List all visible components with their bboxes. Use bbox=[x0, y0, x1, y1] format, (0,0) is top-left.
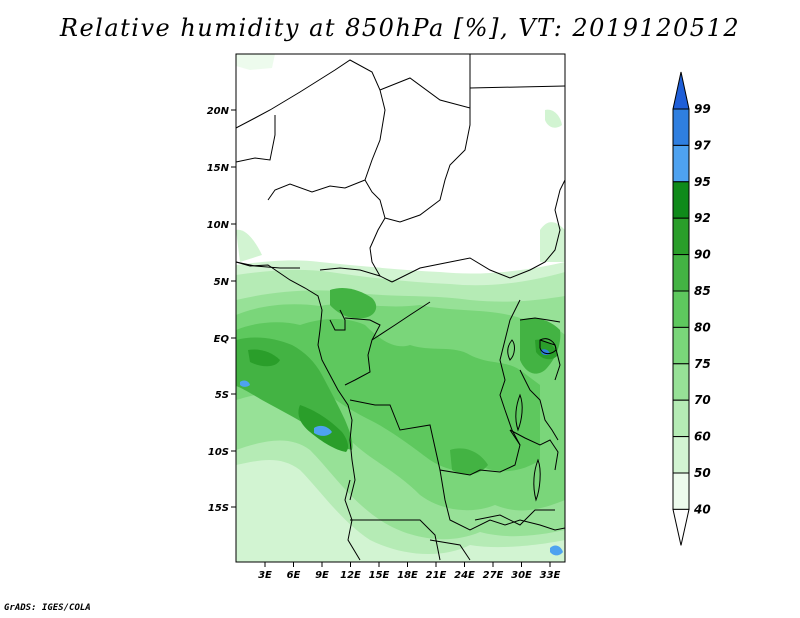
colorbar-segment bbox=[672, 363, 690, 401]
y-tick-label: 10S bbox=[208, 447, 229, 458]
x-tick-label: 33E bbox=[540, 570, 561, 581]
x-axis: 3E 6E 9E 12E 15E 18E 21E 24E 27E 30E 33E bbox=[258, 562, 561, 581]
colorbar-label: 60 bbox=[694, 430, 711, 444]
colorbar-label: 95 bbox=[694, 175, 711, 189]
x-tick-label: 27E bbox=[483, 570, 504, 581]
colorbar-segment bbox=[672, 290, 690, 328]
y-tick-label: 15S bbox=[208, 503, 229, 514]
colorbar-label: 97 bbox=[694, 138, 711, 152]
colorbar-label: 75 bbox=[694, 357, 711, 371]
y-axis: 20N 15N 10N 5N EQ 5S 10S 15S bbox=[207, 106, 236, 514]
x-tick-label: 15E bbox=[369, 570, 390, 581]
colorbar-label: 80 bbox=[694, 320, 711, 334]
colorbar-label: 70 bbox=[694, 393, 711, 407]
colorbar-segment bbox=[672, 326, 690, 365]
x-tick-label: 18E bbox=[397, 570, 418, 581]
map-border bbox=[235, 53, 566, 563]
country-borders bbox=[236, 54, 565, 561]
x-tick-label: 6E bbox=[287, 570, 301, 581]
credit-text: GrADS: IGES/COLA bbox=[4, 603, 91, 613]
colorbar-segment bbox=[672, 108, 690, 146]
colorbar-label: 92 bbox=[694, 211, 711, 225]
colorbar-bottom-arrow bbox=[672, 508, 690, 546]
x-tick-label: 9E bbox=[315, 570, 329, 581]
colorbar-segment bbox=[672, 399, 690, 438]
x-tick-label: 21E bbox=[426, 570, 447, 581]
x-tick-label: 3E bbox=[258, 570, 272, 581]
y-tick-label: EQ bbox=[214, 334, 230, 345]
colorbar-segment bbox=[672, 181, 690, 219]
x-tick-label: 24E bbox=[454, 570, 475, 581]
colorbar-top-arrow bbox=[672, 71, 690, 110]
colorbar-label: 99 bbox=[694, 102, 711, 116]
colorbar-segment bbox=[672, 472, 690, 510]
y-tick-label: 15N bbox=[207, 163, 230, 174]
x-tick-label: 30E bbox=[511, 570, 532, 581]
colorbar-segment bbox=[672, 144, 690, 183]
colorbar-segment bbox=[672, 254, 690, 292]
colorbar-segment bbox=[672, 436, 690, 474]
colorbar-label: 40 bbox=[693, 502, 711, 516]
map-title: Relative humidity at 850hPa [%], VT: 201… bbox=[59, 14, 741, 42]
y-tick-label: 20N bbox=[207, 106, 230, 117]
y-tick-label: 5N bbox=[214, 277, 230, 288]
colorbar-label: 90 bbox=[694, 248, 711, 262]
y-tick-label: 10N bbox=[207, 220, 230, 231]
colorbar-label: 85 bbox=[694, 284, 711, 298]
x-tick-label: 12E bbox=[340, 570, 361, 581]
colorbar: 99 97 95 92 90 85 80 75 70 60 50 40 bbox=[672, 71, 711, 546]
colorbar-segment bbox=[672, 217, 690, 256]
y-tick-label: 5S bbox=[215, 390, 229, 401]
colorbar-label: 50 bbox=[694, 466, 711, 480]
